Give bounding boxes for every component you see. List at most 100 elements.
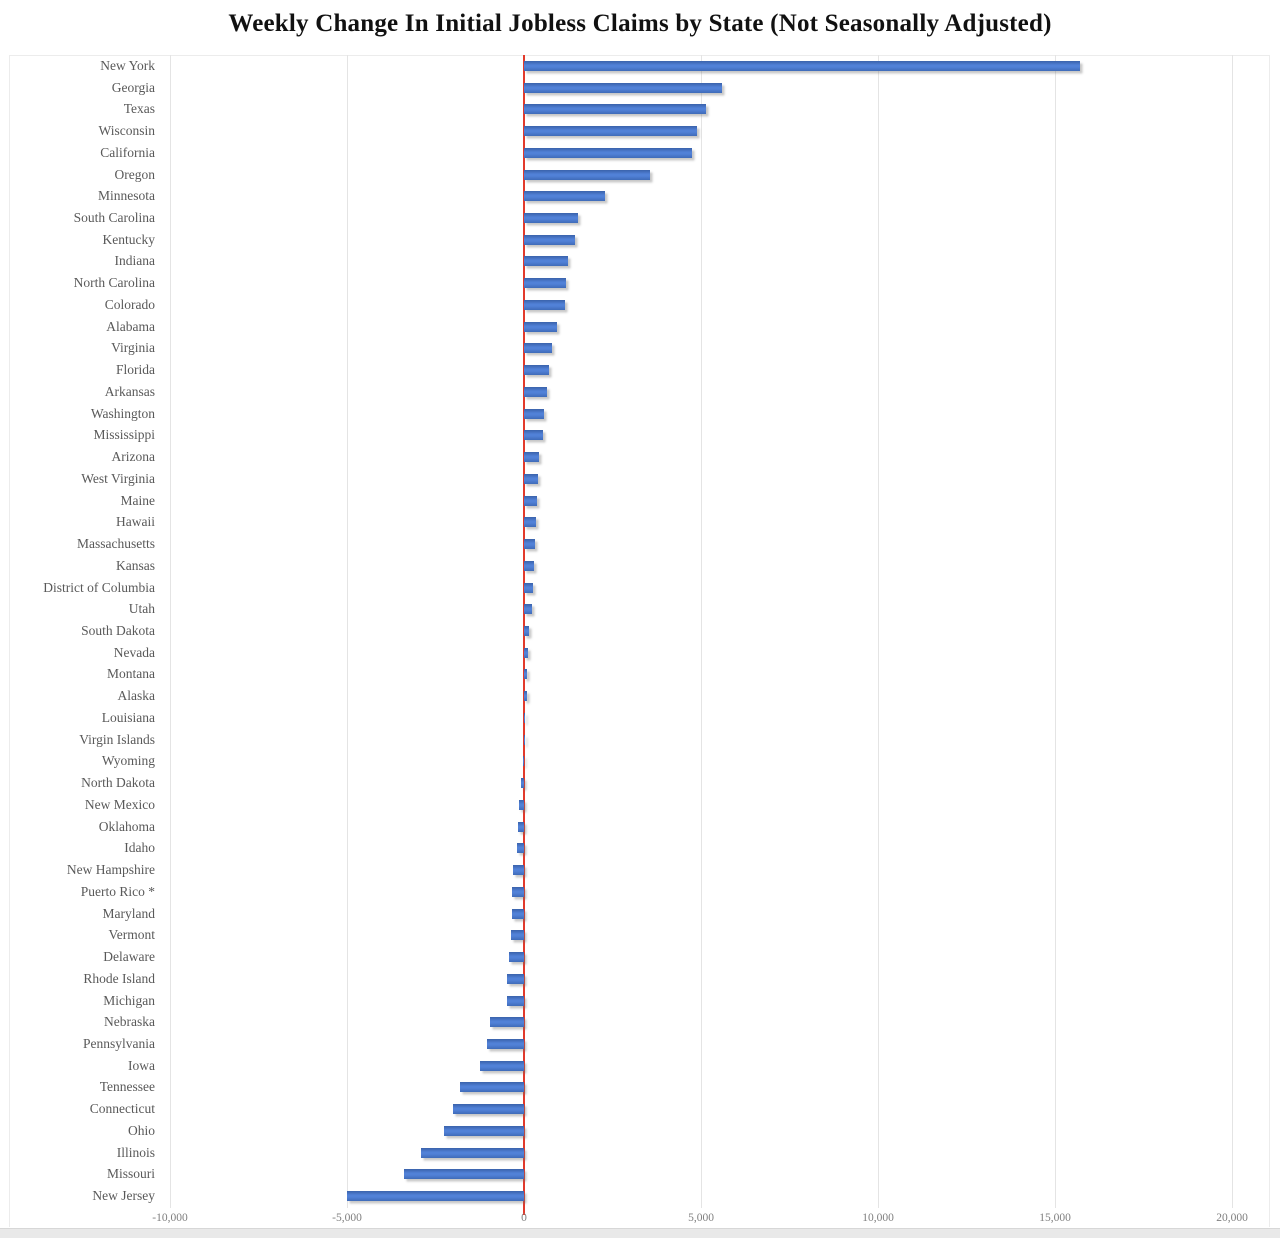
bar: [512, 909, 525, 919]
bar: [524, 517, 537, 527]
category-label: Mississippi: [93, 427, 155, 442]
category-label: Tennessee: [99, 1079, 155, 1094]
bar: [524, 235, 576, 245]
bar: [524, 539, 536, 549]
category-label: Washington: [90, 406, 155, 421]
bar: [524, 126, 698, 136]
bar: [453, 1104, 524, 1114]
bar: [487, 1039, 525, 1049]
bar: [518, 822, 524, 832]
category-label: New York: [100, 58, 155, 73]
category-label: Alabama: [106, 319, 155, 334]
category-label: South Carolina: [73, 210, 155, 225]
bar: [524, 474, 538, 484]
bar: [524, 409, 544, 419]
category-label: Michigan: [103, 993, 155, 1008]
bar: [524, 691, 527, 701]
category-label: Maryland: [102, 906, 155, 921]
bottom-edge-band: [0, 1228, 1280, 1238]
category-label: Iowa: [128, 1058, 155, 1073]
category-label: South Dakota: [81, 623, 155, 638]
bar: [507, 996, 525, 1006]
bar: [404, 1169, 525, 1179]
category-label: Arizona: [111, 449, 155, 464]
bar: [524, 626, 529, 636]
category-label: Hawaii: [116, 514, 155, 529]
category-label: Puerto Rico *: [80, 884, 155, 899]
x-tick-label: 10,000: [862, 1212, 894, 1224]
x-tick-label: -10,000: [152, 1212, 188, 1224]
bar: [524, 300, 565, 310]
category-label: California: [100, 145, 155, 160]
category-label: Pennsylvania: [83, 1036, 155, 1051]
bar: [524, 83, 723, 93]
bar: [524, 365, 550, 375]
bar: [524, 278, 566, 288]
category-label: New Mexico: [84, 797, 155, 812]
category-label: New Jersey: [92, 1188, 155, 1203]
bar: [524, 104, 707, 114]
category-label: Illinois: [116, 1145, 155, 1160]
bar: [513, 865, 524, 875]
bar: [524, 148, 693, 158]
category-label: Oklahoma: [98, 819, 155, 834]
category-label: Nebraska: [104, 1014, 155, 1029]
x-tick-label: 15,000: [1039, 1212, 1071, 1224]
bar: [347, 1191, 524, 1201]
gridline: [701, 55, 702, 1208]
category-label: Maine: [120, 493, 156, 508]
bar: [524, 430, 543, 440]
category-label: Colorado: [104, 297, 155, 312]
category-label: Louisiana: [101, 710, 155, 725]
category-label: Georgia: [111, 80, 155, 95]
bar: [524, 604, 532, 614]
category-label: Texas: [123, 101, 155, 116]
category-label: Florida: [116, 362, 155, 377]
category-label: Utah: [128, 601, 155, 616]
bar: [524, 170, 650, 180]
category-label: New Hampshire: [66, 862, 155, 877]
x-tick-label: 20,000: [1216, 1212, 1248, 1224]
bar: [524, 191, 606, 201]
category-label: Missouri: [106, 1166, 155, 1181]
bar: [524, 256, 569, 266]
bar: [524, 213, 578, 223]
bar: [444, 1126, 524, 1136]
bar: [524, 669, 528, 679]
bar: [524, 61, 1080, 71]
category-label: Vermont: [108, 927, 156, 942]
category-label: Nevada: [113, 645, 155, 660]
x-tick-label: 0: [521, 1212, 527, 1224]
bar: [524, 452, 539, 462]
category-label: Kentucky: [102, 232, 155, 247]
category-label: Wisconsin: [98, 123, 155, 138]
chart-title: Weekly Change In Initial Jobless Claims …: [228, 10, 1052, 37]
category-label: District of Columbia: [43, 580, 155, 595]
bar: [511, 930, 524, 940]
bar: [524, 583, 533, 593]
gridline: [1232, 55, 1233, 1208]
bar: [523, 756, 525, 766]
category-label: Oregon: [114, 167, 156, 182]
category-label: Rhode Island: [83, 971, 155, 986]
bar: [512, 887, 524, 897]
bar: [421, 1148, 524, 1158]
category-label: Montana: [107, 666, 155, 681]
category-label: Indiana: [114, 253, 155, 268]
x-tick-label: -5,000: [332, 1212, 362, 1224]
bar: [507, 974, 524, 984]
chart-frame: [9, 55, 1270, 1227]
category-label: Virgin Islands: [79, 732, 155, 747]
category-label: Idaho: [124, 840, 155, 855]
category-label: Connecticut: [89, 1101, 155, 1116]
bar: [524, 561, 535, 571]
category-label: North Dakota: [81, 775, 155, 790]
category-label: Arkansas: [104, 384, 155, 399]
gridline: [170, 55, 171, 1208]
bar: [524, 735, 525, 745]
bar: [521, 778, 524, 788]
category-label: Ohio: [128, 1123, 155, 1138]
bar: [524, 713, 525, 723]
category-label: Minnesota: [98, 188, 155, 203]
